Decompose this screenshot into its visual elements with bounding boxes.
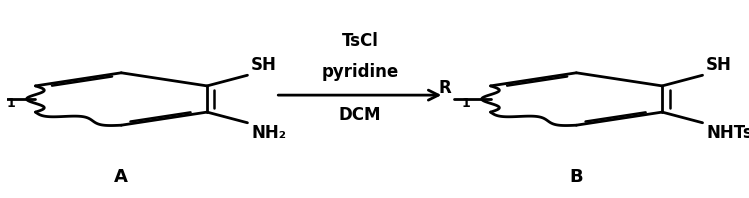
Text: B: B: [569, 168, 583, 186]
Text: DCM: DCM: [339, 106, 381, 124]
Text: SH: SH: [706, 56, 732, 74]
Text: pyridine: pyridine: [321, 63, 398, 81]
Text: 1: 1: [461, 97, 470, 110]
Text: R: R: [438, 79, 451, 97]
Text: SH: SH: [251, 56, 277, 74]
Text: A: A: [115, 168, 128, 186]
Text: TsCl: TsCl: [342, 32, 378, 50]
Text: 1: 1: [6, 97, 15, 110]
Text: NH₂: NH₂: [251, 124, 286, 142]
Text: NHTs: NHTs: [706, 124, 749, 142]
